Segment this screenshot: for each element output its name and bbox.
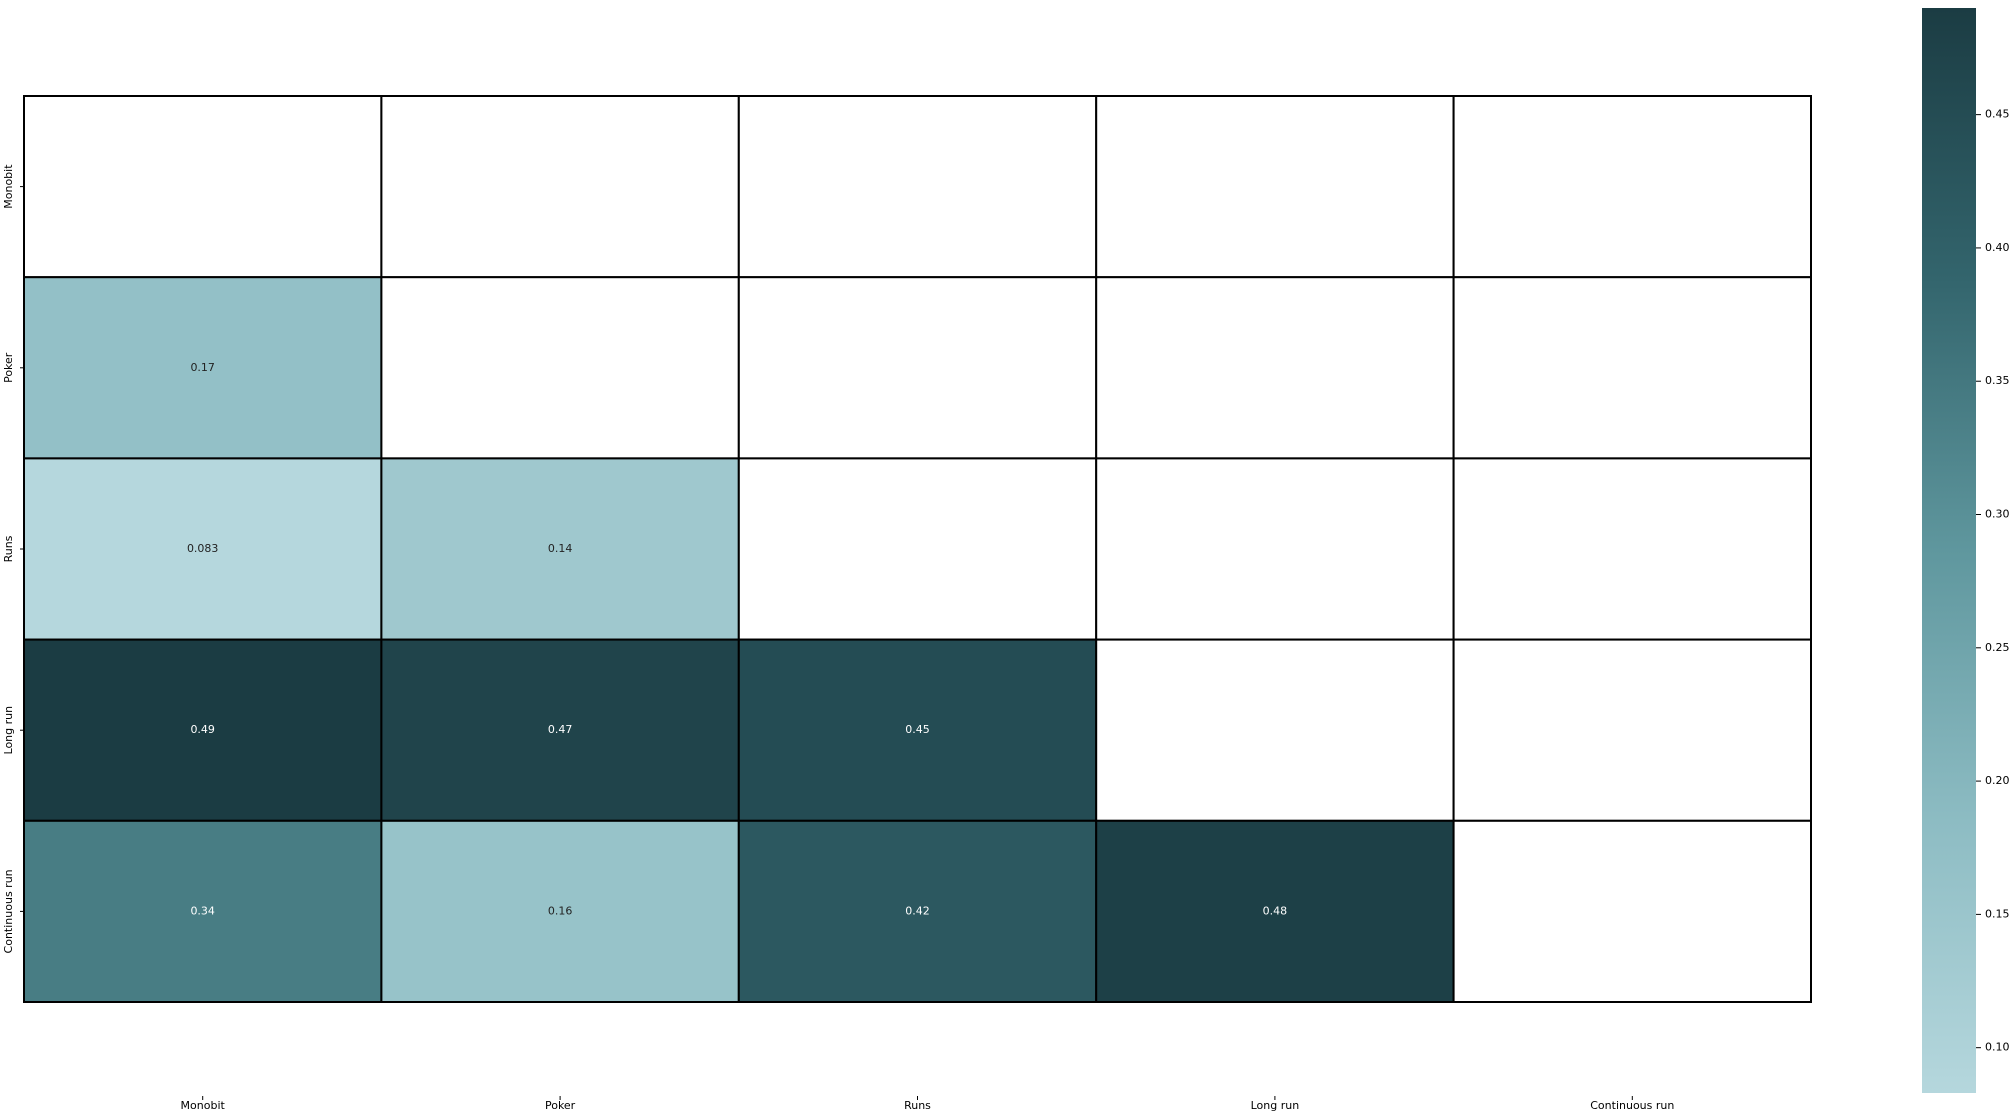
column-label: Runs [904, 1099, 931, 1112]
heatmap-cell [1095, 638, 1455, 822]
heatmap-cell [1452, 95, 1812, 279]
heatmap-cell [23, 638, 383, 822]
cell-value-label: 0.14 [548, 542, 573, 555]
colorbar-gradient [1922, 8, 1976, 1093]
column-label: Continuous run [1590, 1099, 1674, 1112]
heatmap-cell [23, 457, 383, 641]
row-label: Long run [2, 706, 15, 755]
cell-value-label: 0.083 [187, 542, 219, 555]
colorbar-tick-label: 0.30 [1985, 508, 2010, 521]
cell-value-label: 0.17 [190, 361, 215, 374]
heatmap-cell [1095, 95, 1455, 279]
heatmap-cell [380, 276, 740, 460]
cell-value-label: 0.45 [905, 723, 930, 736]
row-label: Continuous run [2, 869, 15, 953]
heatmap-cells: 0.17 0.083 0.14 0.49 0.47 0.45 0.34 0.16 0.42 0.4… [23, 95, 1812, 1003]
heatmap-cell [1095, 457, 1455, 641]
colorbar-tick-label: 0.25 [1985, 641, 2010, 654]
heatmap-cell [380, 638, 740, 822]
heatmap-cell [737, 95, 1098, 279]
heatmap-cell [23, 819, 383, 1003]
column-label: Poker [545, 1099, 576, 1112]
heatmap-cell [1452, 638, 1812, 822]
heatmap-cell [23, 276, 383, 460]
heatmap-cell [380, 819, 740, 1003]
heatmap-cell [1452, 457, 1812, 641]
heatmap-cell [380, 457, 740, 641]
column-labels: Monobit Poker Runs Long run Continuous run [181, 1096, 1674, 1112]
colorbar-tick-label: 0.35 [1985, 374, 2010, 387]
colorbar-ticks: 0.10 0.15 0.20 0.25 0.30 0.35 0.40 0.45 [1976, 108, 2010, 1054]
row-label: Poker [2, 352, 15, 383]
column-label: Monobit [181, 1099, 226, 1112]
row-label: Monobit [2, 164, 15, 209]
heatmap-cell [737, 276, 1098, 460]
heatmap-cell [1452, 276, 1812, 460]
heatmap-cell [380, 95, 740, 279]
colorbar-tick-label: 0.10 [1985, 1041, 2010, 1054]
colorbar-tick-label: 0.15 [1985, 907, 2010, 920]
cell-value-label: 0.16 [548, 904, 573, 917]
row-label: Runs [2, 535, 15, 562]
heatmap-cell [737, 819, 1098, 1003]
row-labels: Monobit Poker Runs Long run Continuous run [2, 164, 24, 953]
cell-value-label: 0.48 [1263, 904, 1288, 917]
cell-value-label: 0.34 [190, 904, 215, 917]
heatmap-cell [1095, 276, 1455, 460]
column-label: Long run [1251, 1099, 1300, 1112]
heatmap-cell [737, 457, 1098, 641]
heatmap-cell [1095, 819, 1455, 1003]
cell-value-label: 0.42 [905, 904, 930, 917]
colorbar-tick-label: 0.20 [1985, 774, 2010, 787]
heatmap-cell [23, 95, 383, 279]
colorbar-tick-label: 0.45 [1985, 108, 2010, 121]
cell-value-label: 0.47 [548, 723, 573, 736]
colorbar-tick-label: 0.40 [1985, 241, 2010, 254]
heatmap-cell [737, 638, 1098, 822]
heatmap-cell [1452, 819, 1812, 1003]
cell-value-label: 0.49 [190, 723, 215, 736]
colorbar: 0.10 0.15 0.20 0.25 0.30 0.35 0.40 0.45 [1922, 8, 2010, 1093]
